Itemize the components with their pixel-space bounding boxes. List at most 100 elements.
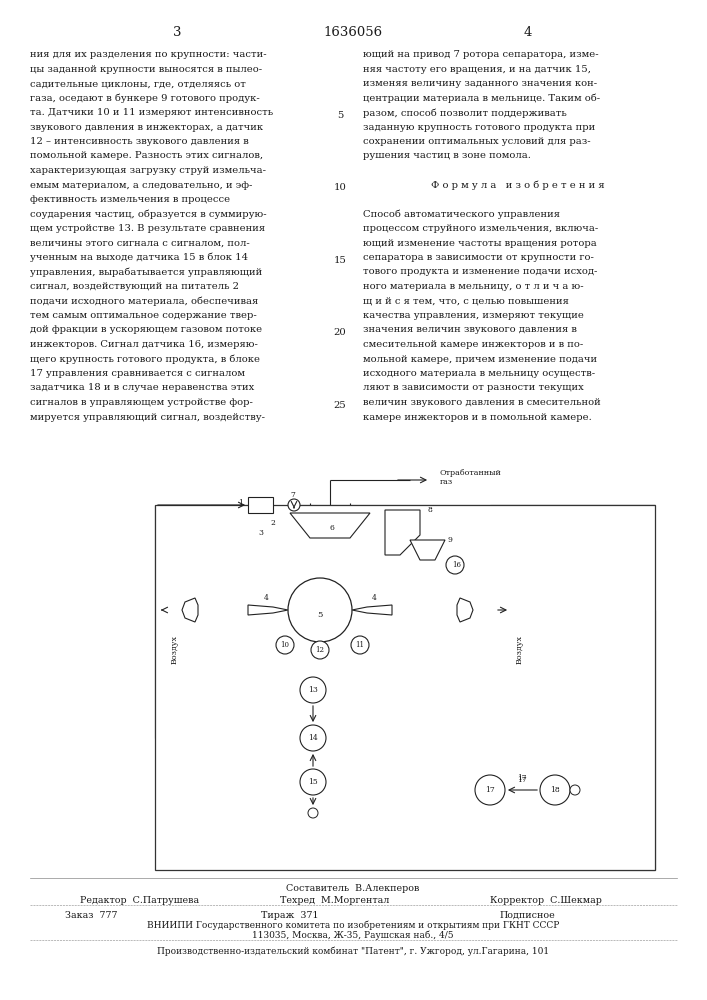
Text: 15: 15: [308, 778, 318, 786]
Text: Редактор  С.Патрушева: Редактор С.Патрушева: [80, 896, 199, 905]
Text: 3: 3: [173, 25, 181, 38]
Text: 16: 16: [452, 561, 462, 569]
Text: 17: 17: [485, 786, 495, 794]
Text: подачи исходного материала, обеспечивая: подачи исходного материала, обеспечивая: [30, 296, 258, 306]
Text: Воздух: Воздух: [516, 636, 524, 664]
Text: 13: 13: [308, 686, 318, 694]
Text: 5: 5: [337, 111, 343, 120]
Text: управления, вырабатывается управляющий: управления, вырабатывается управляющий: [30, 267, 262, 277]
Circle shape: [288, 499, 300, 511]
Text: ученным на выходе датчика 15 в блок 14: ученным на выходе датчика 15 в блок 14: [30, 253, 248, 262]
Circle shape: [311, 641, 329, 659]
Text: 18: 18: [550, 786, 560, 794]
Text: Способ автоматического управления: Способ автоматического управления: [363, 210, 560, 219]
Text: значения величин звукового давления в: значения величин звукового давления в: [363, 326, 577, 334]
Text: 25: 25: [334, 401, 346, 410]
Text: Корректор  С.Шекмар: Корректор С.Шекмар: [490, 896, 602, 905]
Text: Техред  М.Моргентал: Техред М.Моргентал: [280, 896, 390, 905]
Text: 11: 11: [356, 641, 365, 649]
Text: 4: 4: [264, 594, 269, 602]
Text: камере инжекторов и в помольной камере.: камере инжекторов и в помольной камере.: [363, 412, 592, 422]
Text: сигнал, воздействующий на питатель 2: сигнал, воздействующий на питатель 2: [30, 282, 239, 291]
Text: 12: 12: [315, 646, 325, 654]
Text: Воздух: Воздух: [171, 636, 179, 664]
Text: 12 – интенсивность звукового давления в: 12 – интенсивность звукового давления в: [30, 137, 249, 146]
Text: цы заданной крупности выносятся в пылео-: цы заданной крупности выносятся в пылео-: [30, 64, 262, 74]
Circle shape: [475, 775, 505, 805]
Text: 17 управления сравнивается с сигналом: 17 управления сравнивается с сигналом: [30, 369, 245, 378]
Text: смесительной камере инжекторов и в по-: смесительной камере инжекторов и в по-: [363, 340, 583, 349]
Text: сепаратора в зависимости от крупности го-: сепаратора в зависимости от крупности го…: [363, 253, 594, 262]
Text: щем устройстве 13. В результате сравнения: щем устройстве 13. В результате сравнени…: [30, 224, 265, 233]
Text: величины этого сигнала с сигналом, пол-: величины этого сигнала с сигналом, пол-: [30, 238, 250, 247]
Circle shape: [300, 677, 326, 703]
Text: Подписное: Подписное: [500, 911, 556, 920]
Text: сигналов в управляющем устройстве фор-: сигналов в управляющем устройстве фор-: [30, 398, 253, 407]
Polygon shape: [410, 540, 445, 560]
Polygon shape: [248, 605, 288, 615]
Text: Тираж  371: Тираж 371: [262, 911, 319, 920]
Circle shape: [351, 636, 369, 654]
Polygon shape: [352, 605, 392, 615]
Text: характеризующая загрузку струй измельча-: характеризующая загрузку струй измельча-: [30, 166, 266, 175]
Text: 9: 9: [448, 536, 453, 544]
Text: сохранении оптимальных условий для раз-: сохранении оптимальных условий для раз-: [363, 137, 590, 146]
Circle shape: [540, 775, 570, 805]
Text: мируется управляющий сигнал, воздейству-: мируется управляющий сигнал, воздейству-: [30, 412, 265, 422]
Text: 2: 2: [270, 519, 275, 527]
Text: та. Датчики 10 и 11 измеряют интенсивность: та. Датчики 10 и 11 измеряют интенсивнос…: [30, 108, 273, 117]
Circle shape: [446, 556, 464, 574]
Text: 10: 10: [281, 641, 289, 649]
Circle shape: [308, 808, 318, 818]
Circle shape: [570, 785, 580, 795]
Text: качества управления, измеряют текущие: качества управления, измеряют текущие: [363, 311, 584, 320]
Text: Ф о р м у л а   и з о б р е т е н и я: Ф о р м у л а и з о б р е т е н и я: [431, 180, 604, 190]
Text: звукового давления в инжекторах, а датчик: звукового давления в инжекторах, а датчи…: [30, 122, 263, 131]
Circle shape: [288, 578, 352, 642]
Text: 3: 3: [258, 529, 263, 537]
Text: 17: 17: [517, 776, 527, 784]
Text: садительные циклоны, где, отделяясь от: садительные циклоны, где, отделяясь от: [30, 79, 246, 88]
Text: 10: 10: [334, 183, 346, 192]
Text: Составитель  В.Алекперов: Составитель В.Алекперов: [286, 884, 420, 893]
Text: 4: 4: [524, 25, 532, 38]
Text: разом, способ позволит поддерживать: разом, способ позволит поддерживать: [363, 108, 567, 117]
Text: 4: 4: [372, 594, 376, 602]
Text: ния для их разделения по крупности: части-: ния для их разделения по крупности: част…: [30, 50, 267, 59]
Text: Заказ  777: Заказ 777: [65, 911, 117, 920]
Text: ВНИИПИ Государственного комитета по изобретениям и открытиям при ГКНТ СССР: ВНИИПИ Государственного комитета по изоб…: [147, 921, 559, 930]
Text: 14: 14: [308, 734, 318, 742]
Text: ющий на привод 7 ротора сепаратора, изме-: ющий на привод 7 ротора сепаратора, изме…: [363, 50, 599, 59]
Text: тового продукта и изменение подачи исход-: тового продукта и изменение подачи исход…: [363, 267, 597, 276]
Text: тем самым оптимальное содержание твер-: тем самым оптимальное содержание твер-: [30, 311, 257, 320]
Polygon shape: [385, 510, 420, 555]
Circle shape: [276, 636, 294, 654]
Text: 17: 17: [518, 774, 527, 782]
Text: 15: 15: [334, 256, 346, 265]
Text: газа, оседают в бункере 9 готового продук-: газа, оседают в бункере 9 готового проду…: [30, 94, 259, 103]
Text: 1636056: 1636056: [323, 25, 382, 38]
Text: ющий изменение частоты вращения ротора: ющий изменение частоты вращения ротора: [363, 238, 597, 247]
Text: 113035, Москва, Ж-35, Раушская наб., 4/5: 113035, Москва, Ж-35, Раушская наб., 4/5: [252, 931, 454, 940]
Text: щ и й с я тем, что, с целью повышения: щ и й с я тем, что, с целью повышения: [363, 296, 569, 306]
Text: 20: 20: [334, 328, 346, 337]
Text: Производственно-издательский комбинат "Патент", г. Ужгород, ул.Гагарина, 101: Производственно-издательский комбинат "П…: [157, 946, 549, 956]
Text: процессом струйного измельчения, включа-: процессом струйного измельчения, включа-: [363, 224, 598, 233]
Text: фективность измельчения в процессе: фективность измельчения в процессе: [30, 195, 230, 204]
Text: инжекторов. Сигнал датчика 16, измеряю-: инжекторов. Сигнал датчика 16, измеряю-: [30, 340, 258, 349]
Polygon shape: [457, 598, 473, 622]
Text: центрации материала в мельнице. Таким об-: центрации материала в мельнице. Таким об…: [363, 94, 600, 103]
Circle shape: [300, 769, 326, 795]
Text: задатчика 18 и в случае неравенства этих: задатчика 18 и в случае неравенства этих: [30, 383, 255, 392]
Polygon shape: [290, 513, 370, 538]
Text: Отработанный: Отработанный: [440, 469, 502, 477]
Text: величин звукового давления в смесительной: величин звукового давления в смесительно…: [363, 398, 601, 407]
Bar: [248, 497, 273, 513]
Text: исходного материала в мельницу осуществ-: исходного материала в мельницу осуществ-: [363, 369, 595, 378]
Text: рушения частиц в зоне помола.: рушения частиц в зоне помола.: [363, 151, 531, 160]
Text: емым материалом, а следовательно, и эф-: емым материалом, а следовательно, и эф-: [30, 180, 252, 190]
Text: 1: 1: [238, 499, 243, 507]
Text: ляют в зависимости от разности текущих: ляют в зависимости от разности текущих: [363, 383, 584, 392]
Text: няя частоту его вращения, и на датчик 15,: няя частоту его вращения, и на датчик 15…: [363, 64, 591, 74]
Text: заданную крупность готового продукта при: заданную крупность готового продукта при: [363, 122, 595, 131]
